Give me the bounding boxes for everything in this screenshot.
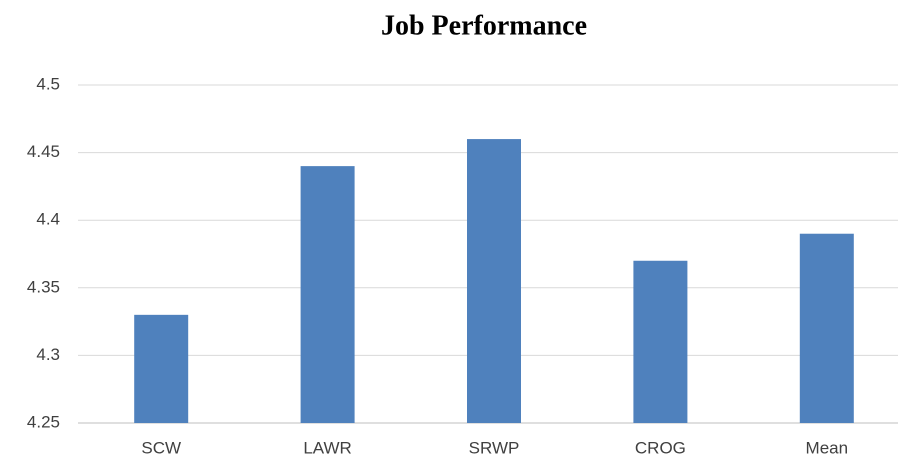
y-tick-label: 4.45 — [27, 142, 60, 161]
bar — [300, 166, 355, 423]
bar — [633, 260, 688, 423]
x-tick-label: SRWP — [469, 438, 520, 457]
y-tick-label: 4.25 — [27, 412, 60, 431]
y-tick-label: 4.4 — [36, 210, 60, 229]
x-tick-label: LAWR — [303, 438, 352, 457]
x-tick-label: SCW — [141, 438, 181, 457]
y-tick-label: 4.3 — [36, 345, 60, 364]
bar — [467, 139, 521, 423]
y-tick-label: 4.5 — [36, 74, 60, 93]
x-tick-label: CROG — [635, 438, 686, 457]
y-tick-label: 4.35 — [27, 277, 60, 296]
bar — [799, 233, 854, 423]
chart-title: Job Performance — [381, 10, 587, 41]
x-tick-label: Mean — [806, 438, 849, 457]
bar — [134, 314, 189, 423]
